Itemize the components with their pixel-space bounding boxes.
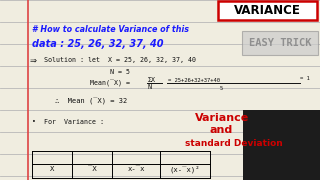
Text: N: N: [148, 84, 152, 90]
Text: standard Deviation: standard Deviation: [185, 138, 283, 147]
Text: ⇒: ⇒: [30, 55, 37, 64]
Text: N = 5: N = 5: [110, 69, 130, 75]
Text: 5: 5: [220, 86, 223, 91]
Text: # How to calculate Variance of this: # How to calculate Variance of this: [32, 26, 189, 35]
Text: ̅X: ̅X: [88, 166, 96, 172]
Text: ∴  Mean (̅X) = 32: ∴ Mean (̅X) = 32: [55, 97, 127, 105]
FancyBboxPatch shape: [218, 1, 316, 19]
Text: VARIANCE: VARIANCE: [234, 4, 300, 17]
Text: •  For  Variance :: • For Variance :: [32, 119, 104, 125]
Text: EASY TRICK: EASY TRICK: [249, 38, 311, 48]
Text: data : 25, 26, 32, 37, 40: data : 25, 26, 32, 37, 40: [32, 39, 164, 49]
Text: x-̅x: x-̅x: [127, 166, 145, 172]
Text: = 25+26+32+37+40: = 25+26+32+37+40: [168, 78, 220, 82]
Text: and: and: [210, 125, 233, 135]
Text: = 1: = 1: [300, 76, 310, 82]
Text: Solution : let  X = 25, 26, 32, 37, 40: Solution : let X = 25, 26, 32, 37, 40: [44, 57, 196, 63]
Text: Mean(̅X) =: Mean(̅X) =: [90, 79, 130, 87]
Text: (x-̅x)²: (x-̅x)²: [170, 165, 200, 173]
Text: X: X: [50, 166, 54, 172]
FancyBboxPatch shape: [243, 110, 320, 180]
FancyBboxPatch shape: [242, 31, 318, 55]
Text: Variance: Variance: [195, 113, 249, 123]
Text: ΣX: ΣX: [148, 77, 156, 83]
